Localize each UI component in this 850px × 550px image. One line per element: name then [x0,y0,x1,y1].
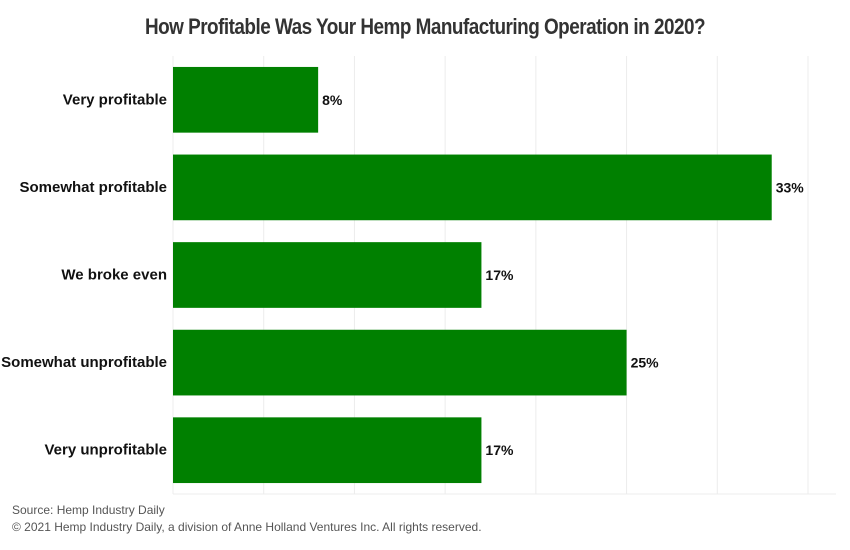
copyright-note: © 2021 Hemp Industry Daily, a division o… [12,520,482,534]
chart-title: How Profitable Was Your Hemp Manufacturi… [144,14,706,39]
bar [173,329,627,396]
data-label: 17% [485,442,514,458]
bar [173,66,319,133]
data-label: 25% [631,355,660,371]
category-label: Very profitable [63,91,167,108]
labels: Very profitable 8% Somewhat profitable 33% W… [1,91,804,458]
category-label: Somewhat profitable [19,179,167,196]
category-label: We broke even [61,267,167,284]
bars [173,66,772,484]
bar [173,417,482,484]
data-label: 33% [776,179,805,195]
source-note: Source: Hemp Industry Daily [12,503,165,517]
category-label: Somewhat unprofitable [1,354,167,371]
bar [173,154,772,221]
data-label: 8% [322,92,343,108]
category-label: Very unprofitable [44,442,167,459]
bar [173,242,482,308]
data-label: 17% [485,267,514,283]
